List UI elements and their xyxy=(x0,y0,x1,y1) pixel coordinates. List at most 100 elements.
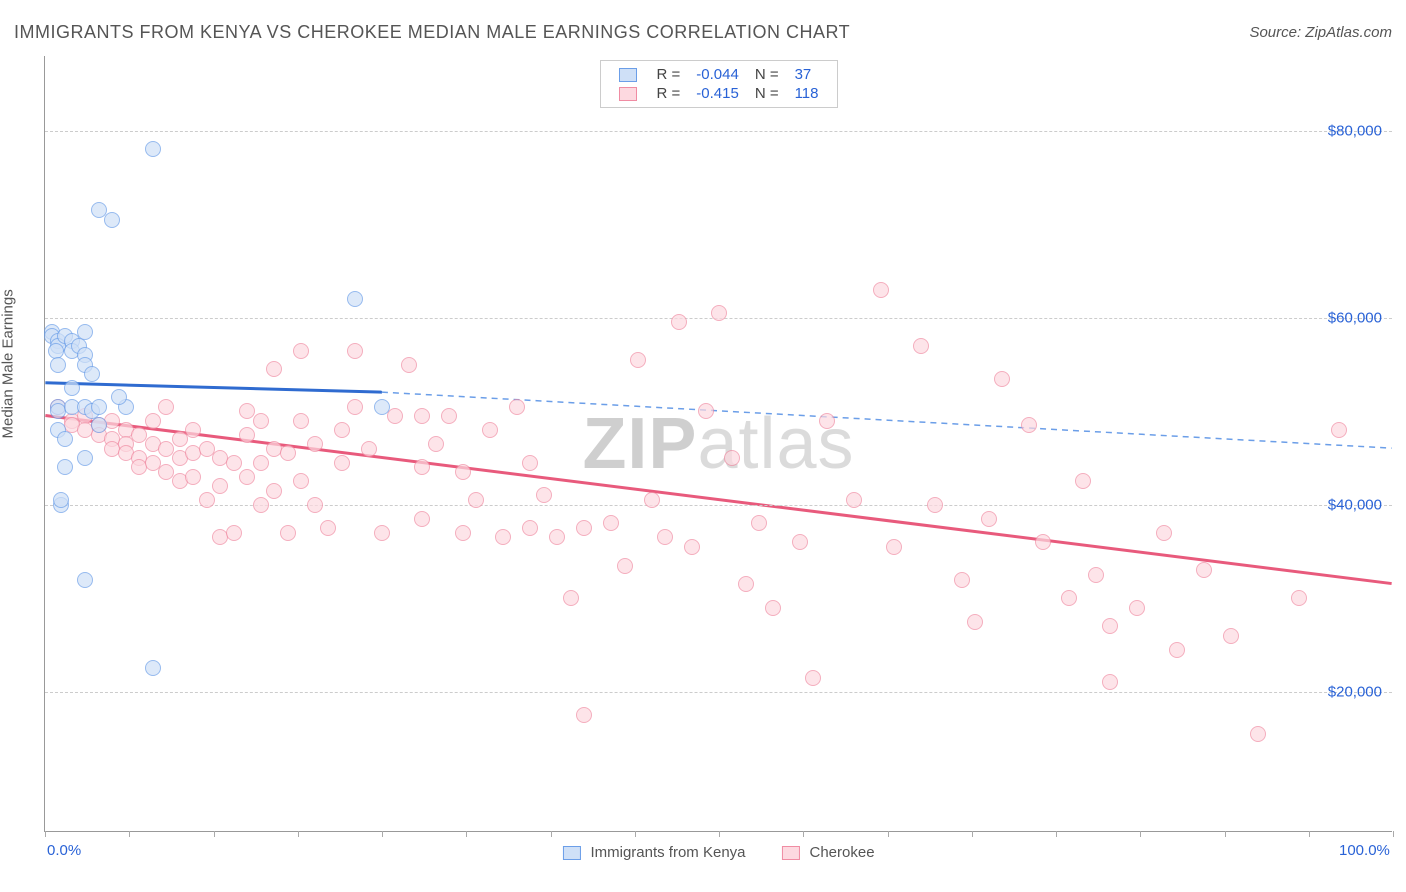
scatter-point-cherokee xyxy=(1102,618,1118,634)
scatter-point-cherokee xyxy=(873,282,889,298)
scatter-point-cherokee xyxy=(455,525,471,541)
scatter-point-kenya xyxy=(77,450,93,466)
legend-series: Immigrants from KenyaCherokee xyxy=(562,844,874,861)
plot-area: ZIPatlas R =-0.044N =37R =-0.415N =118 I… xyxy=(44,56,1392,832)
scatter-point-kenya xyxy=(111,389,127,405)
scatter-point-cherokee xyxy=(1021,417,1037,433)
scatter-point-cherokee xyxy=(724,450,740,466)
xtick-mark xyxy=(635,831,636,837)
scatter-point-cherokee xyxy=(320,520,336,536)
xtick-mark xyxy=(298,831,299,837)
scatter-point-kenya xyxy=(91,417,107,433)
scatter-point-cherokee xyxy=(927,497,943,513)
scatter-point-cherokee xyxy=(1129,600,1145,616)
scatter-point-kenya xyxy=(77,572,93,588)
scatter-point-cherokee xyxy=(266,361,282,377)
ytick-label: $80,000 xyxy=(1328,122,1382,139)
ytick-label: $60,000 xyxy=(1328,309,1382,326)
xtick-mark xyxy=(382,831,383,837)
scatter-point-cherokee xyxy=(576,707,592,723)
y-axis-label: Median Male Earnings xyxy=(0,289,17,438)
scatter-point-cherokee xyxy=(441,408,457,424)
scatter-point-cherokee xyxy=(226,455,242,471)
scatter-point-cherokee xyxy=(374,525,390,541)
xtick-label: 0.0% xyxy=(47,842,81,859)
scatter-point-kenya xyxy=(50,357,66,373)
scatter-point-cherokee xyxy=(913,338,929,354)
scatter-point-kenya xyxy=(84,366,100,382)
scatter-point-cherokee xyxy=(1169,642,1185,658)
xtick-mark xyxy=(1225,831,1226,837)
scatter-point-kenya xyxy=(347,291,363,307)
scatter-point-cherokee xyxy=(630,352,646,368)
xtick-mark xyxy=(803,831,804,837)
scatter-point-cherokee xyxy=(967,614,983,630)
xtick-mark xyxy=(1056,831,1057,837)
scatter-point-cherokee xyxy=(293,413,309,429)
scatter-point-cherokee xyxy=(428,436,444,452)
scatter-point-cherokee xyxy=(698,403,714,419)
scatter-point-cherokee xyxy=(536,487,552,503)
scatter-point-cherokee xyxy=(981,511,997,527)
chart-source: Source: ZipAtlas.com xyxy=(1249,24,1392,41)
scatter-point-cherokee xyxy=(199,492,215,508)
scatter-point-cherokee xyxy=(280,445,296,461)
scatter-point-cherokee xyxy=(549,529,565,545)
scatter-point-cherokee xyxy=(455,464,471,480)
legend-row: R =-0.415N =118 xyxy=(611,84,827,103)
scatter-point-cherokee xyxy=(617,558,633,574)
chart-header: IMMIGRANTS FROM KENYA VS CHEROKEE MEDIAN… xyxy=(14,22,1392,43)
scatter-point-cherokee xyxy=(563,590,579,606)
scatter-point-cherokee xyxy=(212,478,228,494)
chart-title: IMMIGRANTS FROM KENYA VS CHEROKEE MEDIAN… xyxy=(14,22,850,43)
scatter-point-cherokee xyxy=(361,441,377,457)
scatter-point-kenya xyxy=(104,212,120,228)
legend-correlation: R =-0.044N =37R =-0.415N =118 xyxy=(600,60,838,108)
scatter-point-cherokee xyxy=(1075,473,1091,489)
xtick-mark xyxy=(719,831,720,837)
scatter-point-cherokee xyxy=(1291,590,1307,606)
scatter-point-cherokee xyxy=(1196,562,1212,578)
xtick-mark xyxy=(45,831,46,837)
scatter-point-cherokee xyxy=(522,520,538,536)
scatter-point-kenya xyxy=(57,431,73,447)
scatter-point-cherokee xyxy=(738,576,754,592)
scatter-point-cherokee xyxy=(846,492,862,508)
scatter-point-cherokee xyxy=(253,455,269,471)
gridline-h xyxy=(45,692,1392,693)
scatter-point-kenya xyxy=(57,459,73,475)
scatter-point-cherokee xyxy=(334,422,350,438)
scatter-point-cherokee xyxy=(1035,534,1051,550)
scatter-point-cherokee xyxy=(226,525,242,541)
legend-item: Cherokee xyxy=(782,844,875,861)
scatter-point-kenya xyxy=(64,380,80,396)
scatter-point-cherokee xyxy=(307,436,323,452)
scatter-point-cherokee xyxy=(1331,422,1347,438)
scatter-point-cherokee xyxy=(657,529,673,545)
scatter-point-cherokee xyxy=(307,497,323,513)
scatter-point-cherokee xyxy=(954,572,970,588)
xtick-mark xyxy=(129,831,130,837)
scatter-point-cherokee xyxy=(414,511,430,527)
watermark: ZIPatlas xyxy=(582,403,854,485)
scatter-point-kenya xyxy=(374,399,390,415)
scatter-point-cherokee xyxy=(253,413,269,429)
scatter-point-cherokee xyxy=(482,422,498,438)
scatter-point-cherokee xyxy=(414,459,430,475)
scatter-point-cherokee xyxy=(185,422,201,438)
scatter-point-cherokee xyxy=(765,600,781,616)
ytick-label: $20,000 xyxy=(1328,683,1382,700)
scatter-point-cherokee xyxy=(468,492,484,508)
gridline-h xyxy=(45,505,1392,506)
xtick-mark xyxy=(1393,831,1394,837)
scatter-point-cherokee xyxy=(1223,628,1239,644)
scatter-point-cherokee xyxy=(994,371,1010,387)
scatter-point-cherokee xyxy=(792,534,808,550)
scatter-point-cherokee xyxy=(671,314,687,330)
scatter-point-cherokee xyxy=(495,529,511,545)
scatter-point-kenya xyxy=(145,141,161,157)
scatter-point-cherokee xyxy=(347,343,363,359)
scatter-point-kenya xyxy=(145,660,161,676)
xtick-mark xyxy=(972,831,973,837)
scatter-point-cherokee xyxy=(347,399,363,415)
